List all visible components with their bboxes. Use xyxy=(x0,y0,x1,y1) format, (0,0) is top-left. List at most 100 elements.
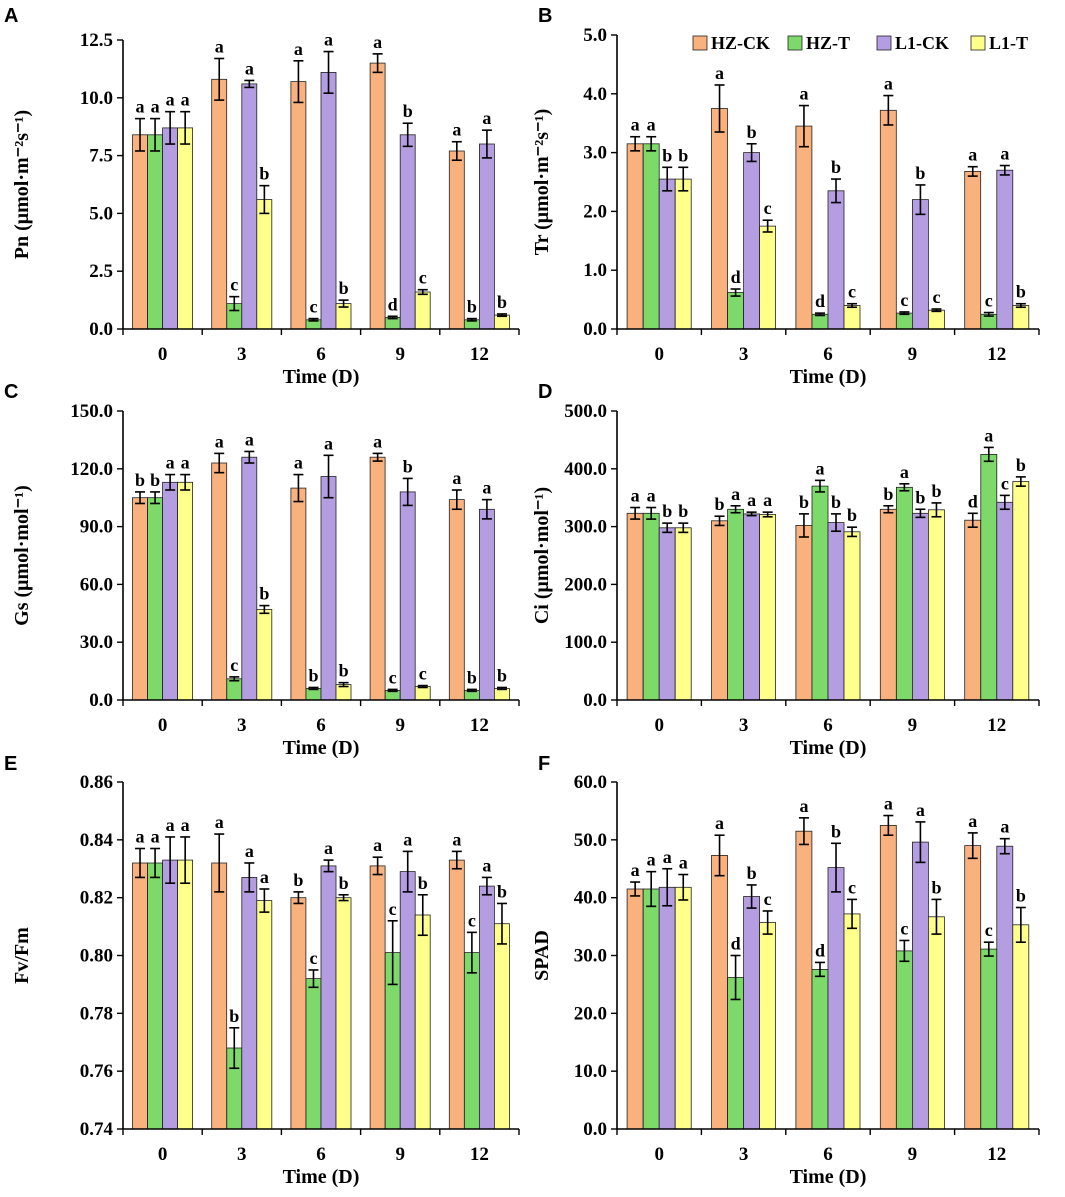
y-tick-label: 3.0 xyxy=(583,143,607,164)
error-bar xyxy=(496,686,507,691)
y-tick-label: 500.0 xyxy=(564,401,607,422)
x-tick-label: 3 xyxy=(739,1144,749,1165)
significance-letter: a xyxy=(968,145,977,165)
panel-letter: E xyxy=(4,753,17,775)
error-bar xyxy=(338,299,349,308)
y-tick-label: 0.84 xyxy=(80,830,114,851)
error-bar xyxy=(899,939,910,963)
significance-letter: c xyxy=(985,291,993,311)
bar-l1-t-day-3 xyxy=(256,609,273,701)
bar-l1-ck-day-6 xyxy=(320,476,337,701)
x-axis-title: Time (D) xyxy=(790,737,867,759)
significance-letter: a xyxy=(679,853,688,873)
significance-letter: a xyxy=(1000,144,1009,164)
legend-label: L1-CK xyxy=(895,33,949,53)
bar-hz-ck-day-0 xyxy=(132,497,148,701)
error-bar xyxy=(150,491,161,505)
significance-letter: b xyxy=(403,101,413,121)
significance-letter: c xyxy=(389,899,397,919)
y-tick-label: 4.0 xyxy=(583,84,607,105)
y-tick-label: 60.0 xyxy=(80,574,113,595)
bar-hz-t-day-6 xyxy=(811,485,829,701)
error-bar xyxy=(293,891,304,905)
error-bar xyxy=(180,473,191,491)
significance-letter: a xyxy=(799,796,808,816)
error-bar xyxy=(931,502,942,518)
error-bar xyxy=(451,489,462,511)
error-bar xyxy=(481,498,492,520)
error-bar xyxy=(387,315,398,320)
bar-hz-t-day-0 xyxy=(642,512,660,701)
significance-letter: c xyxy=(900,290,908,310)
error-bar xyxy=(762,511,773,518)
significance-letter: b xyxy=(931,481,941,501)
bar-hz-t-day-9 xyxy=(896,486,913,701)
error-bar xyxy=(762,219,773,233)
error-bar xyxy=(1015,906,1026,943)
bar-hz-ck-day-9 xyxy=(879,508,897,701)
bar-hz-t-day-3 xyxy=(226,678,243,701)
error-bar xyxy=(481,129,492,159)
significance-letter: c xyxy=(389,667,397,687)
bar-l1-ck-day-9 xyxy=(399,134,416,330)
bar-l1-ck-day-12 xyxy=(996,845,1014,1130)
x-tick-label: 12 xyxy=(987,1144,1006,1165)
bar-l1-t-day-0 xyxy=(674,886,692,1130)
error-bar xyxy=(630,135,641,152)
significance-letter: b xyxy=(799,492,809,512)
error-bar xyxy=(899,483,910,492)
error-bar xyxy=(451,850,462,870)
error-bar xyxy=(915,821,926,864)
bar-hz-ck-day-3 xyxy=(711,108,728,330)
error-bar xyxy=(814,961,825,978)
y-tick-label: 200.0 xyxy=(564,574,607,595)
legend-label: HZ-T xyxy=(806,33,850,53)
y-tick-label: 5.0 xyxy=(89,203,113,224)
bar-hz-ck-day-0 xyxy=(626,512,644,701)
significance-letter: a xyxy=(294,453,303,473)
significance-letter: a xyxy=(631,860,640,880)
significance-letter: b xyxy=(831,821,841,841)
panel-letter: C xyxy=(4,381,18,403)
significance-letter: b xyxy=(497,666,507,686)
error-bar xyxy=(293,473,304,503)
error-bar xyxy=(967,512,978,528)
error-bar xyxy=(831,513,842,533)
significance-letter: a xyxy=(136,827,145,847)
significance-letter: a xyxy=(647,850,656,870)
bar-l1-ck-day-0 xyxy=(658,527,676,701)
x-tick-label: 9 xyxy=(395,344,405,365)
significance-letter: b xyxy=(1016,282,1026,302)
x-tick-label: 0 xyxy=(158,1144,168,1165)
significance-letter: d xyxy=(388,294,398,314)
significance-letter: c xyxy=(764,889,772,909)
significance-letter: b xyxy=(1016,455,1026,475)
error-bar xyxy=(244,79,255,89)
error-bar xyxy=(646,506,657,520)
x-tick-label: 12 xyxy=(470,715,489,736)
bar-hz-t-day-6 xyxy=(305,978,322,1130)
error-bar xyxy=(714,515,725,527)
y-tick-label: 20.0 xyxy=(574,1003,607,1024)
significance-letter: a xyxy=(166,453,175,473)
x-tick-label: 6 xyxy=(316,1144,326,1165)
significance-letter: b xyxy=(747,863,757,883)
y-tick-label: 40.0 xyxy=(574,888,607,909)
significance-letter: a xyxy=(763,490,772,510)
bar-l1-ck-day-3 xyxy=(241,83,258,330)
significance-letter: a xyxy=(647,486,656,506)
bar-l1-t-day-0 xyxy=(177,127,194,330)
error-bar xyxy=(244,862,255,893)
bar-l1-ck-day-6 xyxy=(320,72,337,330)
error-bar xyxy=(387,919,398,986)
significance-letter: b xyxy=(229,1006,239,1026)
bar-hz-t-day-0 xyxy=(147,497,164,701)
x-tick-label: 0 xyxy=(654,344,664,365)
significance-letter: b xyxy=(678,145,688,165)
legend-swatch xyxy=(787,35,803,51)
error-bar xyxy=(402,122,413,148)
error-bar xyxy=(496,313,507,318)
legend-swatch xyxy=(876,35,892,51)
significance-letter: a xyxy=(482,108,491,128)
